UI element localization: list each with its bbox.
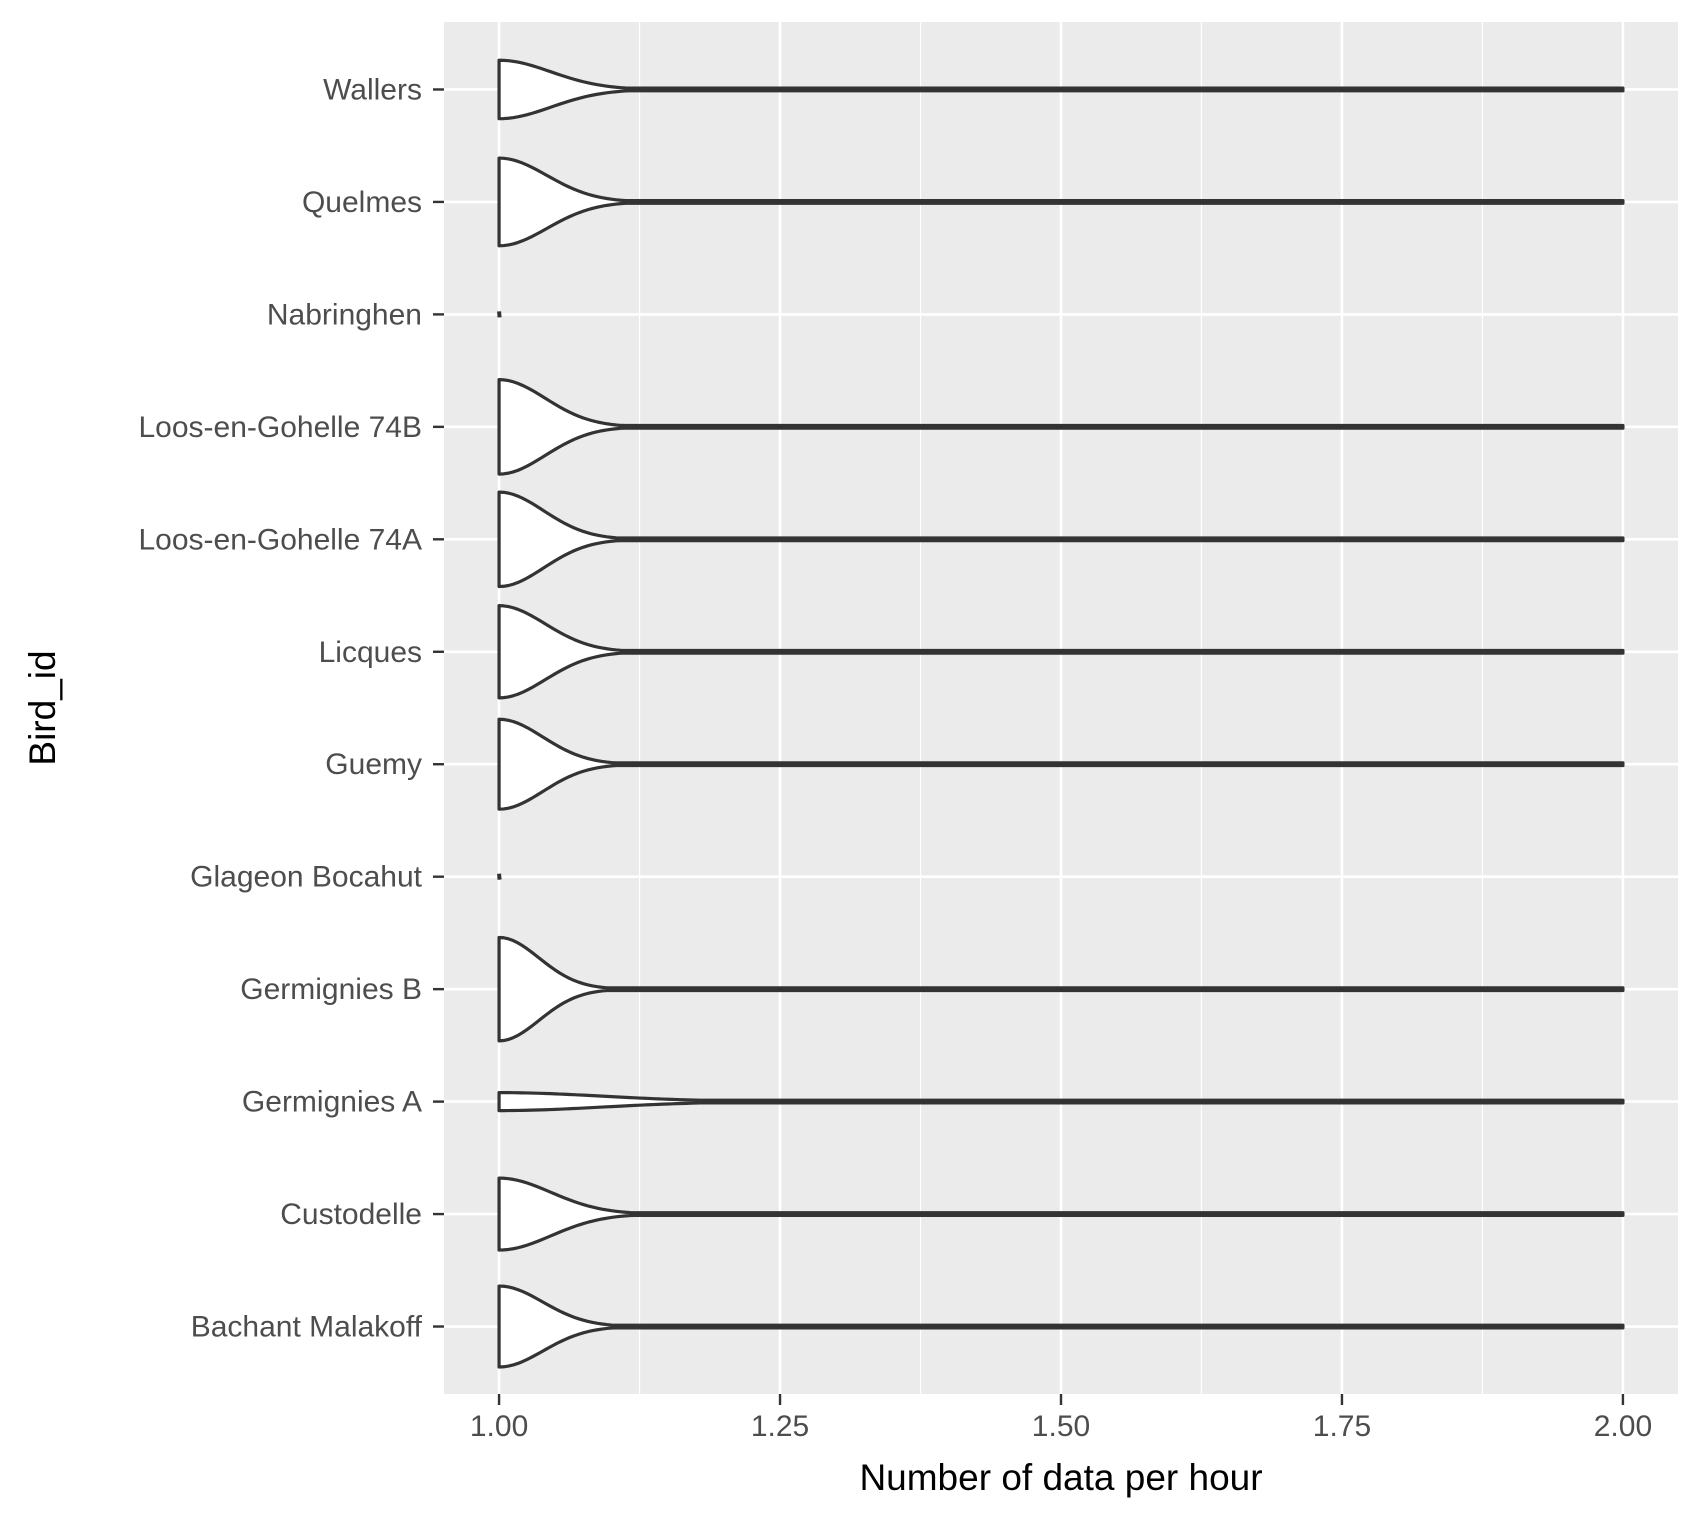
x-tick-label: 1.50 xyxy=(1032,1410,1090,1443)
violin xyxy=(497,490,1625,589)
x-tick-label: 1.00 xyxy=(470,1410,528,1443)
violin xyxy=(497,873,502,880)
y-tick-label: Loos-en-Gohelle 74A xyxy=(138,523,422,556)
violin xyxy=(497,604,1625,700)
x-axis: 1.00 1.25 1.50 1.75 2.00 xyxy=(470,1394,1652,1443)
violin xyxy=(497,378,1625,476)
y-tick-label: Germignies A xyxy=(242,1086,422,1119)
y-tick-label: Glageon Bocahut xyxy=(190,861,423,894)
violin xyxy=(497,1091,1625,1113)
y-tick-label: Licques xyxy=(319,636,422,669)
y-tick-label: Quelmes xyxy=(302,186,422,219)
y-axis-title: Bird_id xyxy=(22,650,63,765)
violin xyxy=(497,1284,1625,1369)
y-tick-label: Bachant Malakoff xyxy=(191,1311,423,1344)
x-tick-label: 1.75 xyxy=(1313,1410,1371,1443)
y-tick-label: Custodelle xyxy=(280,1198,422,1231)
violin xyxy=(497,717,1625,811)
x-axis-title: Number of data per hour xyxy=(859,1457,1262,1498)
violin xyxy=(497,311,502,318)
x-tick-label: 2.00 xyxy=(1594,1410,1652,1443)
violin xyxy=(497,156,1625,248)
y-tick-label: Guemy xyxy=(325,748,422,781)
violins xyxy=(497,58,1625,1369)
violin xyxy=(497,1176,1625,1252)
y-tick-label: Germignies B xyxy=(240,973,422,1006)
violin xyxy=(497,58,1625,121)
violin xyxy=(497,935,1625,1043)
y-tick-label: Wallers xyxy=(323,73,422,106)
y-axis: Bachant Malakoff Custodelle Germignies A Ge… xyxy=(138,73,444,1344)
x-tick-label: 1.25 xyxy=(751,1410,809,1443)
y-tick-label: Nabringhen xyxy=(267,298,422,331)
y-tick-label: Loos-en-Gohelle 74B xyxy=(138,411,422,444)
minor-gridlines xyxy=(638,22,1484,1394)
